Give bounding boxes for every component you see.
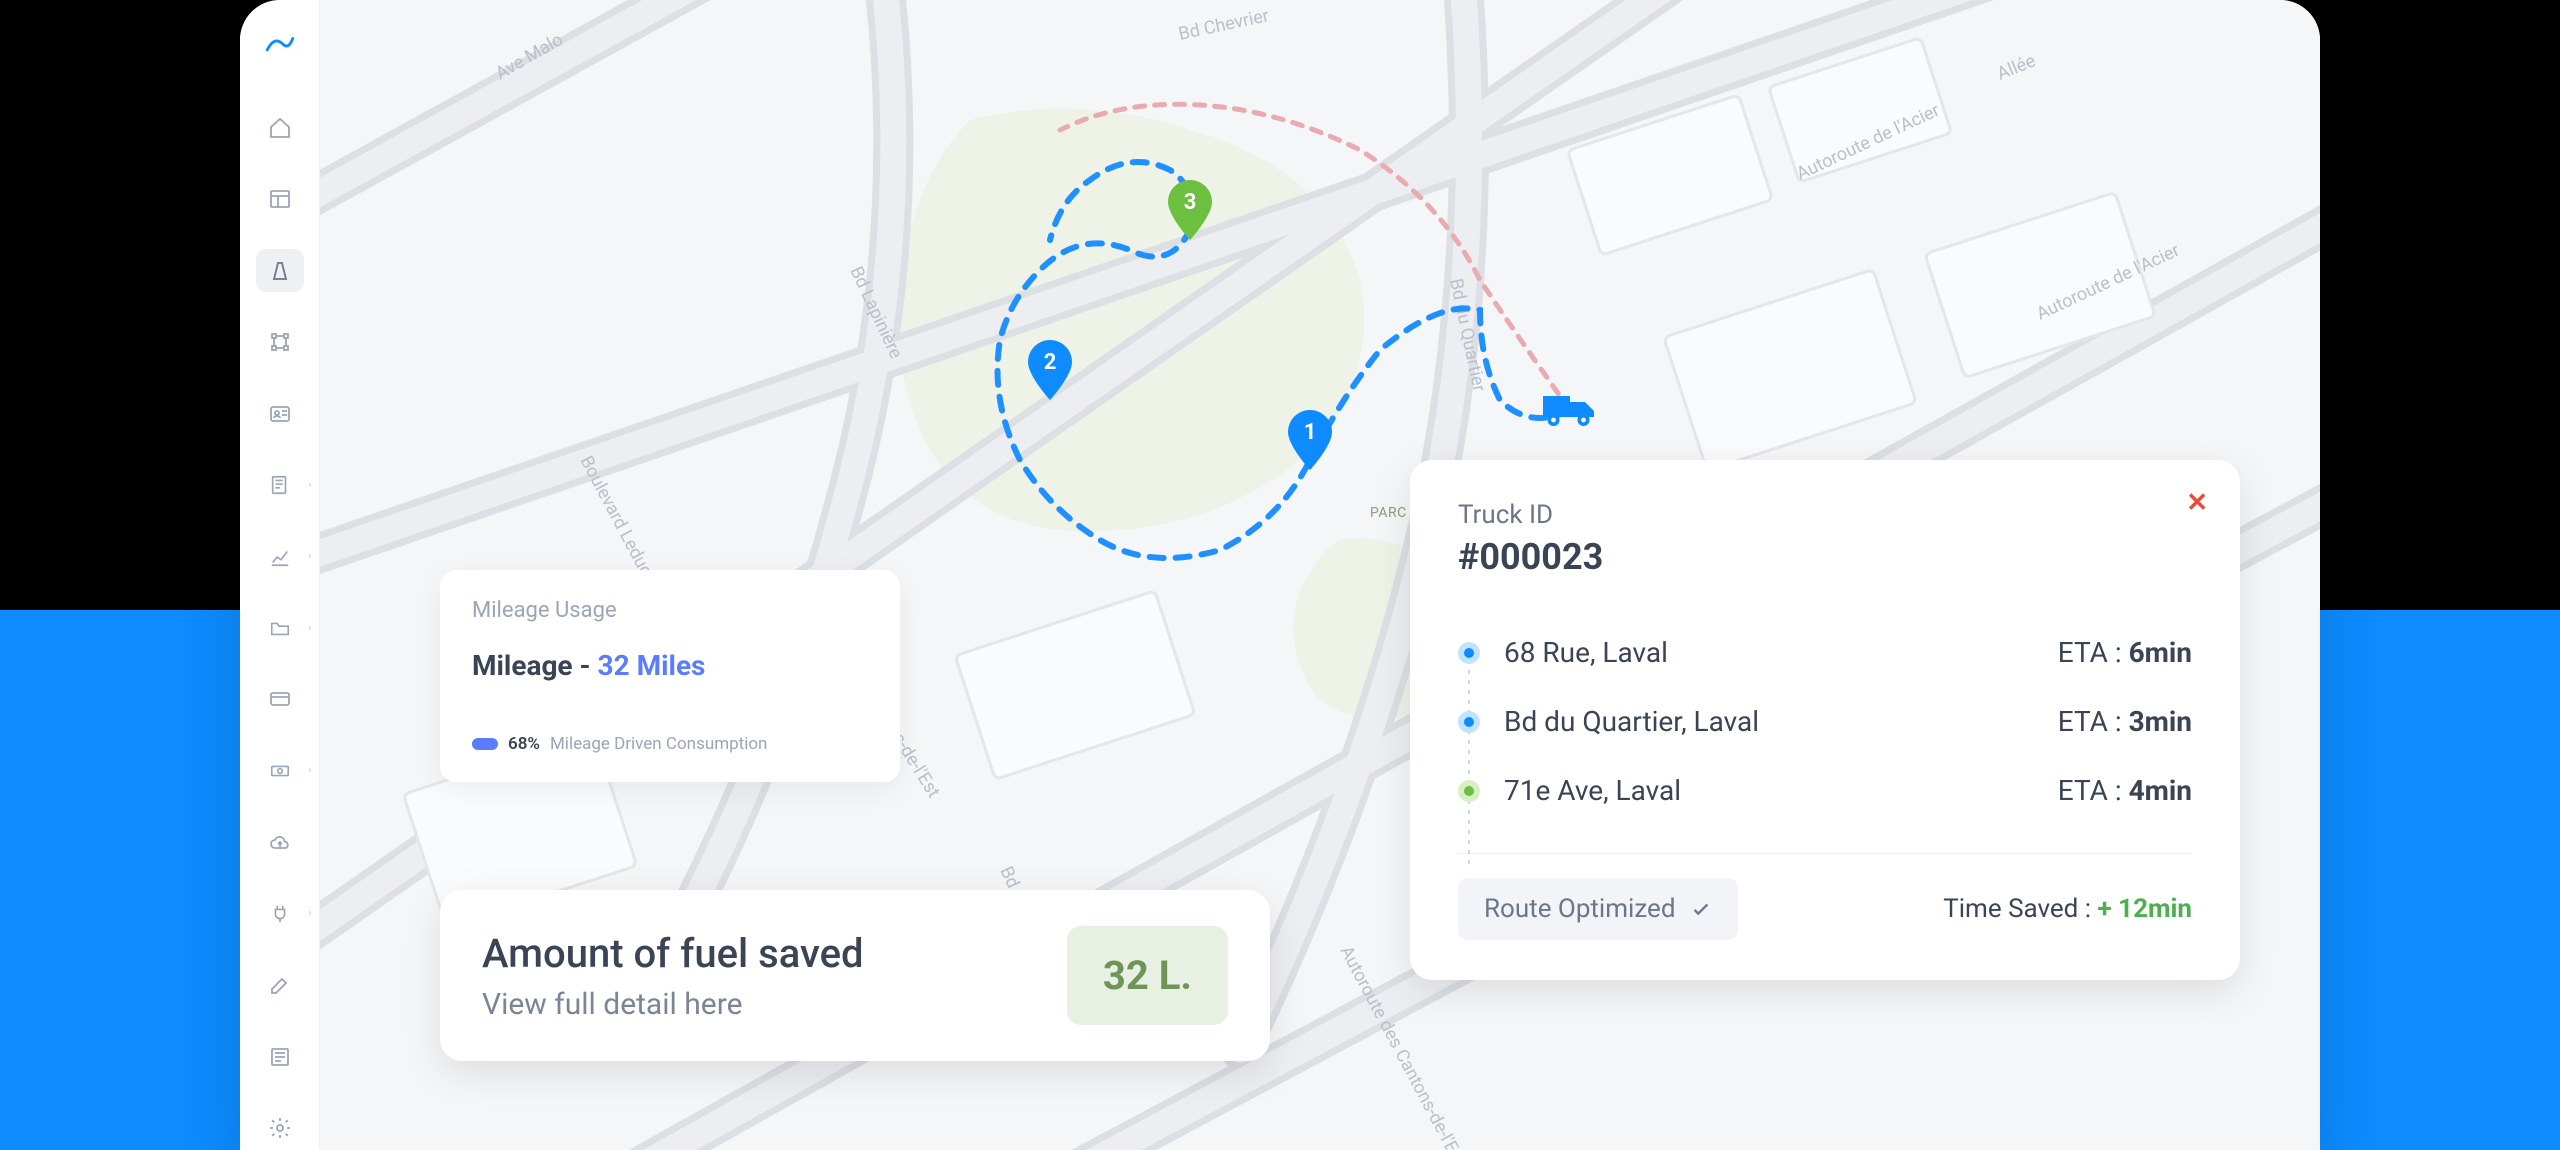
fuel-badge: 32 L.	[1067, 926, 1228, 1025]
nav-document-list[interactable]: ›	[256, 463, 304, 506]
nav-edit[interactable]	[256, 964, 304, 1007]
nav-settings[interactable]	[256, 1107, 304, 1150]
stop-address: 68 Rue, Laval	[1504, 636, 1668, 669]
map-pin-2[interactable]: 2	[1026, 340, 1074, 400]
nav-plugin[interactable]: ›	[256, 892, 304, 935]
stop-eta: ETA : 4min	[2058, 774, 2192, 807]
stop-dot-icon	[1458, 642, 1480, 664]
truck-id-value: #000023	[1458, 536, 2192, 578]
nav-cash[interactable]: ›	[256, 749, 304, 792]
nav-layout[interactable]	[256, 177, 304, 220]
chevron-right-icon: ›	[308, 480, 311, 491]
pin-number: 2	[1026, 350, 1074, 375]
nav-vector[interactable]	[256, 320, 304, 363]
truck-icon[interactable]	[1540, 386, 1600, 434]
mileage-prefix: Mileage -	[472, 649, 598, 682]
nav-id-card[interactable]	[256, 392, 304, 435]
close-button[interactable]: ✕	[2186, 488, 2208, 518]
nav-cloud[interactable]	[256, 821, 304, 864]
nav-card[interactable]	[256, 678, 304, 721]
mileage-card: Mileage Usage Mileage - 32 Miles 68% Mil…	[440, 570, 900, 782]
chevron-right-icon: ›	[308, 765, 311, 776]
fuel-detail-link[interactable]: View full detail here	[482, 987, 864, 1022]
accent-right	[2320, 610, 2560, 1150]
divider	[1458, 853, 2192, 854]
app-logo[interactable]	[263, 30, 297, 68]
stops-list: 68 Rue, Laval ETA : 6min Bd du Quartier,…	[1458, 618, 2192, 825]
stop-row[interactable]: Bd du Quartier, Laval ETA : 3min	[1458, 687, 2192, 756]
mileage-value-line: Mileage - 32 Miles	[472, 649, 868, 682]
nav-home[interactable]	[256, 106, 304, 149]
consumption-label: Mileage Driven Consumption	[550, 734, 767, 754]
route-optimized-chip: Route Optimized	[1458, 878, 1738, 940]
mileage-value: 32 Miles	[598, 649, 706, 682]
consumption-pct: 68%	[508, 734, 540, 754]
map-pin-3[interactable]: 3	[1166, 180, 1214, 240]
stop-address: 71e Ave, Laval	[1504, 774, 1681, 807]
truck-detail-panel: ✕ Truck ID #000023 68 Rue, Laval ETA : 6…	[1410, 460, 2240, 980]
time-saved-label: Time Saved :	[1943, 894, 2097, 924]
time-saved: Time Saved : + 12min	[1943, 894, 2192, 924]
consumption-pill	[472, 738, 498, 750]
truck-id-label: Truck ID	[1458, 500, 2192, 530]
stop-eta: ETA : 3min	[2058, 705, 2192, 738]
nav-routes[interactable]	[256, 249, 304, 292]
stop-dot-icon	[1458, 780, 1480, 802]
nav-news[interactable]	[256, 1035, 304, 1078]
chevron-right-icon: ›	[308, 623, 311, 634]
nav-analytics[interactable]: ›	[256, 535, 304, 578]
fuel-saved-card: Amount of fuel saved View full detail he…	[440, 890, 1270, 1061]
check-icon	[1690, 898, 1712, 920]
chevron-right-icon: ›	[308, 908, 311, 919]
map-area[interactable]: Ave Malo Bd Chevrier Bd Lapinière Bd du …	[320, 0, 2320, 1150]
accent-left	[0, 610, 240, 1150]
nav-folder[interactable]: ›	[256, 606, 304, 649]
map-pin-1[interactable]: 1	[1286, 410, 1334, 470]
pin-number: 1	[1286, 420, 1334, 445]
time-saved-value: + 12min	[2098, 894, 2192, 924]
stop-row[interactable]: 71e Ave, Laval ETA : 4min	[1458, 756, 2192, 825]
sidebar: › › › › ›	[240, 0, 320, 1150]
stop-dot-icon	[1458, 711, 1480, 733]
stop-eta: ETA : 6min	[2058, 636, 2192, 669]
app-window: › › › › ›	[240, 0, 2320, 1150]
mileage-title: Mileage Usage	[472, 598, 868, 623]
fuel-heading: Amount of fuel saved	[482, 930, 864, 977]
optimized-label: Route Optimized	[1484, 894, 1676, 924]
pin-number: 3	[1166, 190, 1214, 215]
stop-row[interactable]: 68 Rue, Laval ETA : 6min	[1458, 618, 2192, 687]
stops-connector	[1468, 650, 1470, 870]
mileage-consumption: 68% Mileage Driven Consumption	[472, 734, 868, 754]
chevron-right-icon: ›	[308, 551, 311, 562]
stop-address: Bd du Quartier, Laval	[1504, 705, 1759, 738]
